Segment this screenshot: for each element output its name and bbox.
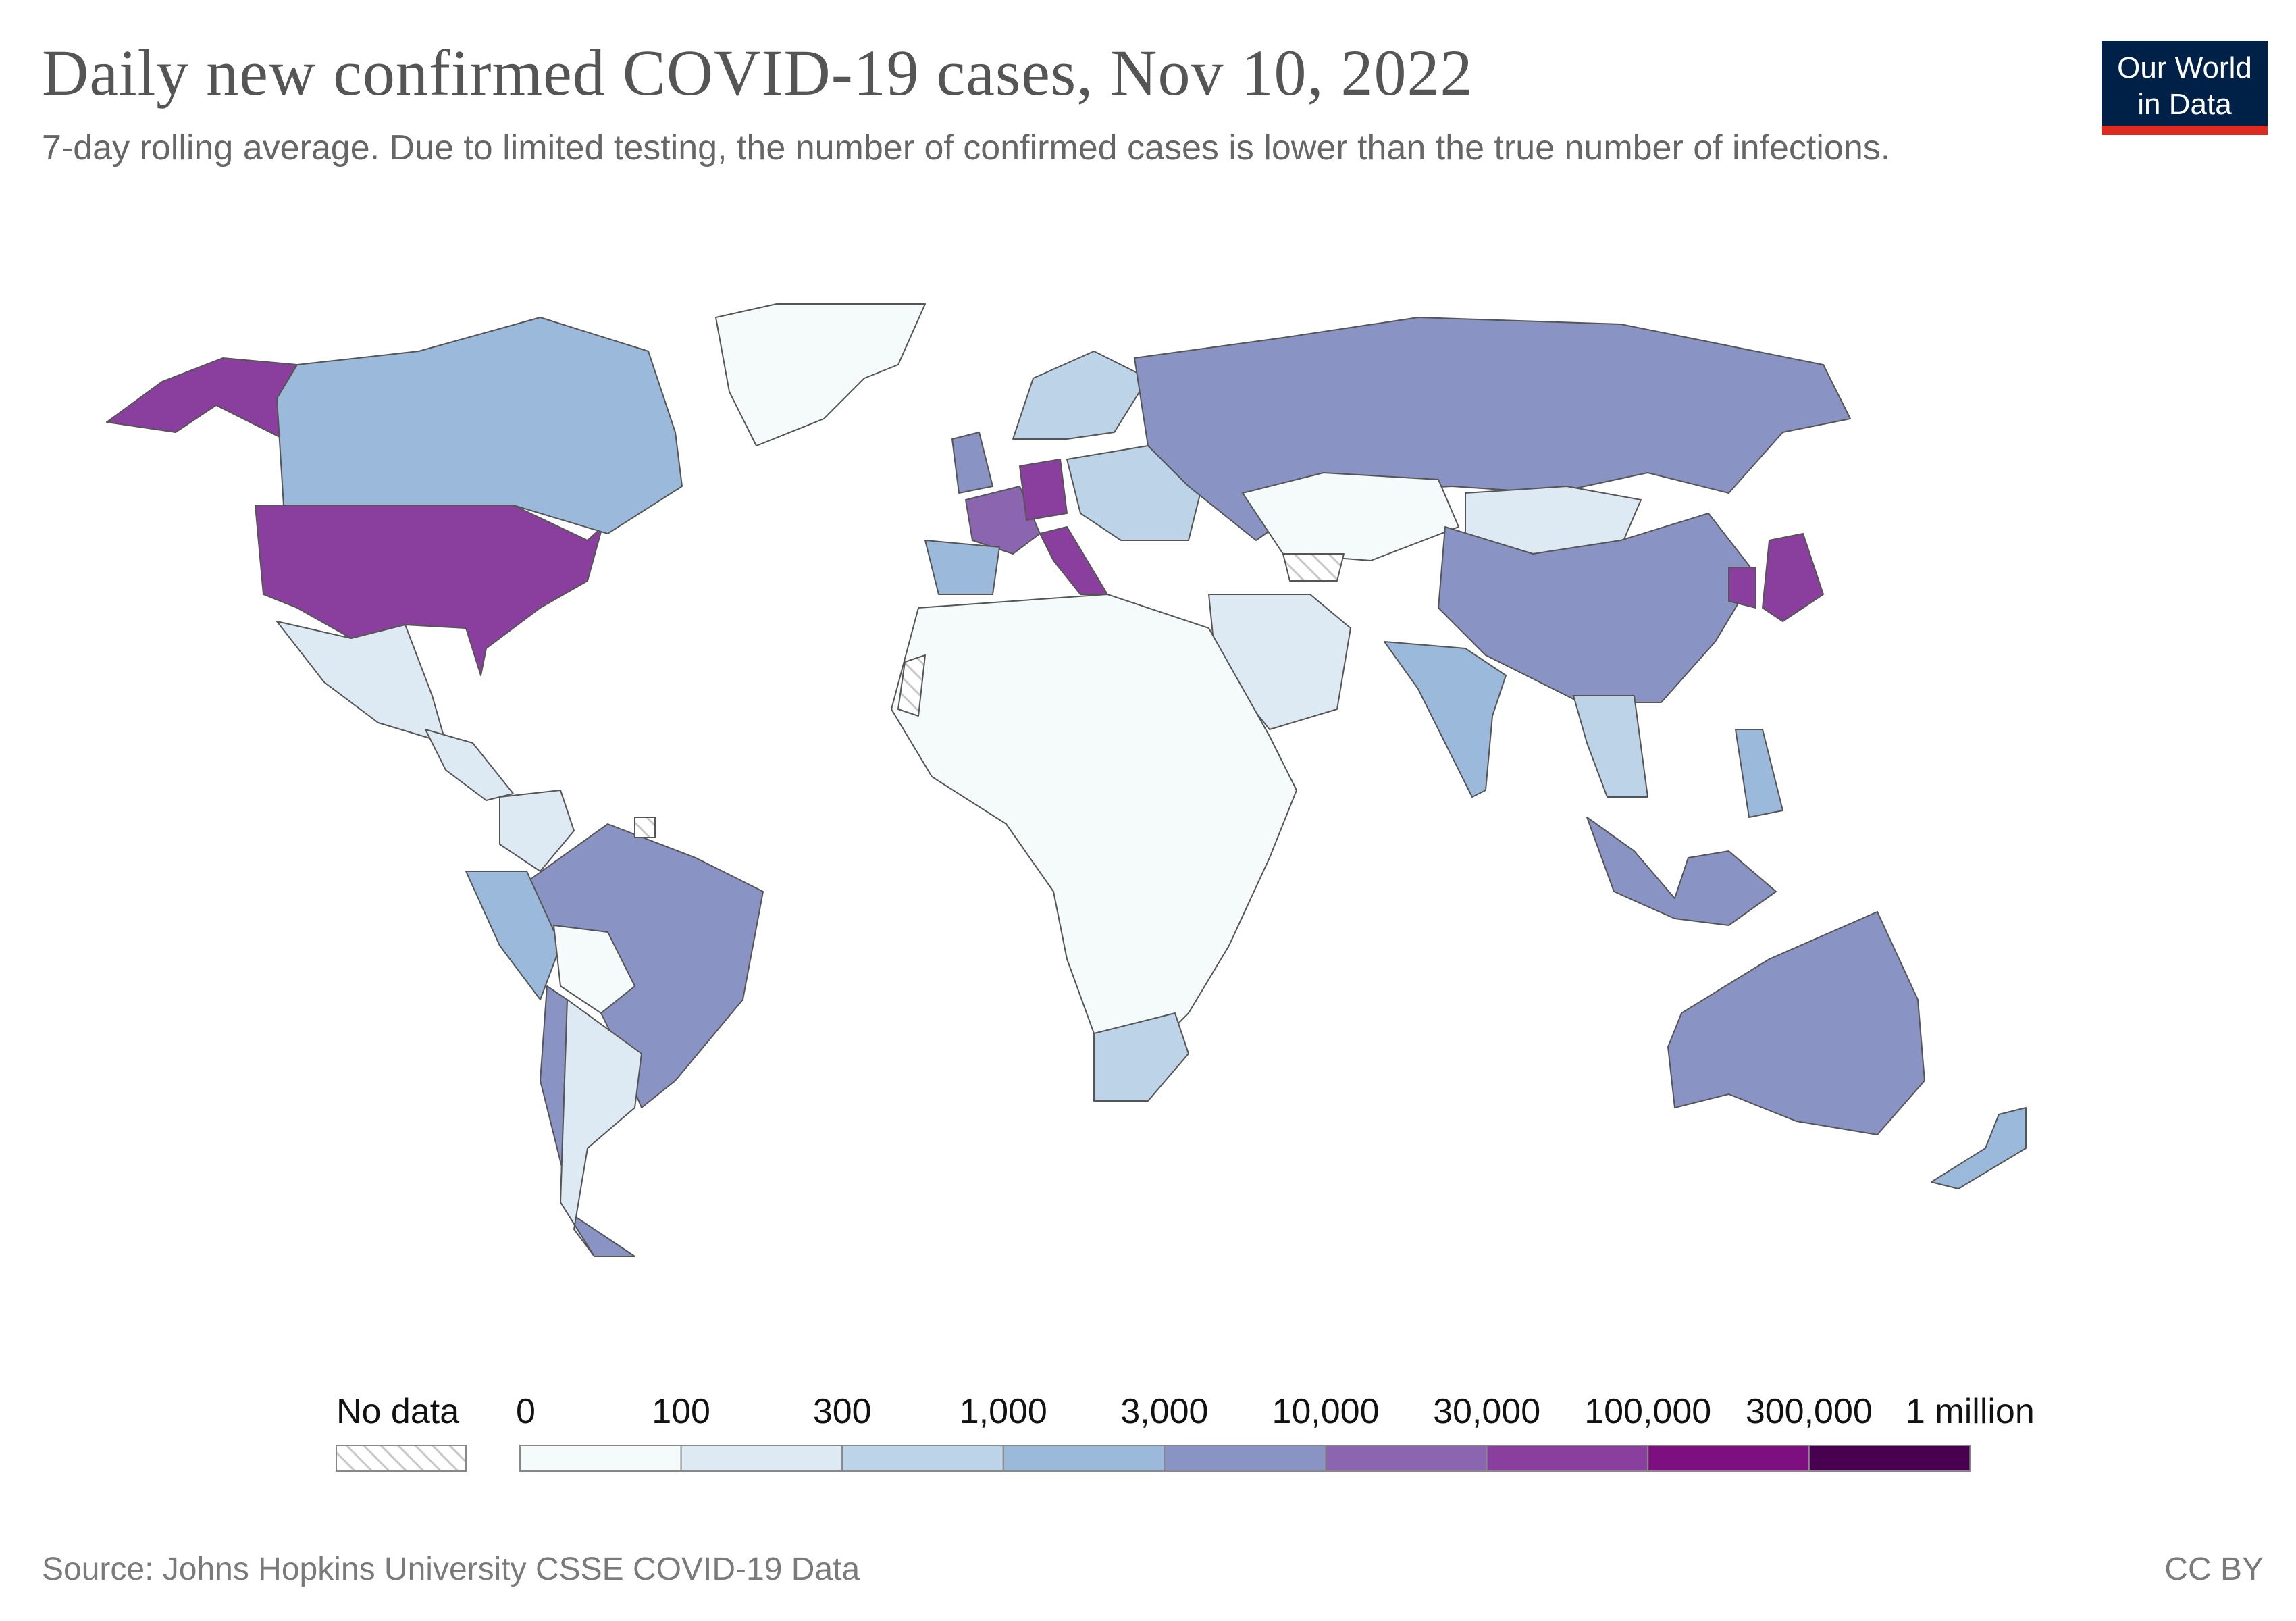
legend-bin[interactable]	[1002, 1445, 1166, 1472]
region-germany[interactable]	[1019, 459, 1068, 521]
logo-line-1: Our World	[2117, 51, 2252, 84]
legend-tick-label: 300,000	[1745, 1392, 1873, 1431]
region-indonesia[interactable]	[1586, 817, 1777, 926]
legend-bin[interactable]	[1808, 1445, 1971, 1472]
region-central-america[interactable]	[425, 729, 514, 801]
region-southeast-asia[interactable]	[1573, 695, 1648, 798]
legend-tick-label: 1 million	[1906, 1392, 2035, 1431]
region-china[interactable]	[1438, 513, 1756, 703]
legend-tick-label: 100,000	[1584, 1392, 1712, 1431]
legend-no-data-swatch	[336, 1445, 467, 1472]
region-spain[interactable]	[924, 540, 1000, 595]
region-united-kingdom[interactable]	[951, 432, 993, 494]
legend-bin[interactable]	[841, 1445, 1004, 1472]
region-philippines[interactable]	[1735, 729, 1783, 818]
legend-tick-label: 100	[652, 1392, 710, 1431]
region-south-africa[interactable]	[1093, 1012, 1189, 1102]
legend-tick-label: 10,000	[1272, 1392, 1380, 1431]
region-india[interactable]	[1384, 641, 1507, 798]
legend-bin[interactable]	[1164, 1445, 1327, 1472]
chart-subtitle: 7-day rolling average. Due to limited te…	[42, 128, 1891, 168]
region-mexico[interactable]	[276, 621, 446, 744]
legend-bin[interactable]	[1486, 1445, 1649, 1472]
legend-bin[interactable]	[1325, 1445, 1488, 1472]
no-data-western-sahara	[897, 654, 926, 717]
region-scandinavia[interactable]	[1012, 351, 1149, 440]
region-new-zealand[interactable]	[1931, 1107, 2027, 1189]
legend-tick-label: 3,000	[1120, 1392, 1209, 1431]
region-peru[interactable]	[465, 871, 561, 1000]
region-united-states[interactable]	[255, 505, 603, 676]
no-data-french-guiana	[634, 817, 656, 838]
no-data-turkmenistan	[1282, 553, 1345, 582]
region-italy[interactable]	[1039, 526, 1108, 595]
region-australia[interactable]	[1667, 911, 1925, 1135]
region-alaska[interactable]	[106, 357, 298, 440]
region-japan[interactable]	[1762, 533, 1824, 622]
region-south-korea[interactable]	[1728, 567, 1756, 609]
legend-tick-label: 300	[812, 1392, 872, 1431]
legend-bin[interactable]	[1647, 1445, 1810, 1472]
region-greenland[interactable]	[715, 303, 926, 446]
logo-line-2: in Data	[2137, 88, 2232, 121]
legend-bin[interactable]	[519, 1445, 682, 1472]
chart-title: Daily new confirmed COVID-19 cases, Nov …	[42, 36, 1473, 109]
legend-tick-label: 30,000	[1433, 1392, 1541, 1431]
owid-logo[interactable]: Our World in Data	[2102, 41, 2268, 135]
region-argentina[interactable]	[560, 999, 642, 1257]
license-link[interactable]: CC BY	[2164, 1551, 2264, 1587]
region-colombia[interactable]	[499, 790, 575, 872]
region-canada[interactable]	[276, 317, 683, 534]
legend-tick-label: 1,000	[959, 1392, 1047, 1431]
legend-tick-label: 0	[516, 1392, 536, 1431]
legend-bin[interactable]	[680, 1445, 843, 1472]
source-note: Source: Johns Hopkins University CSSE CO…	[42, 1551, 860, 1587]
region-bolivia[interactable]	[553, 925, 635, 1014]
legend-no-data-label: No data	[336, 1392, 460, 1431]
region-kazakhstan[interactable]	[1242, 472, 1459, 561]
region-france[interactable]	[965, 486, 1041, 555]
